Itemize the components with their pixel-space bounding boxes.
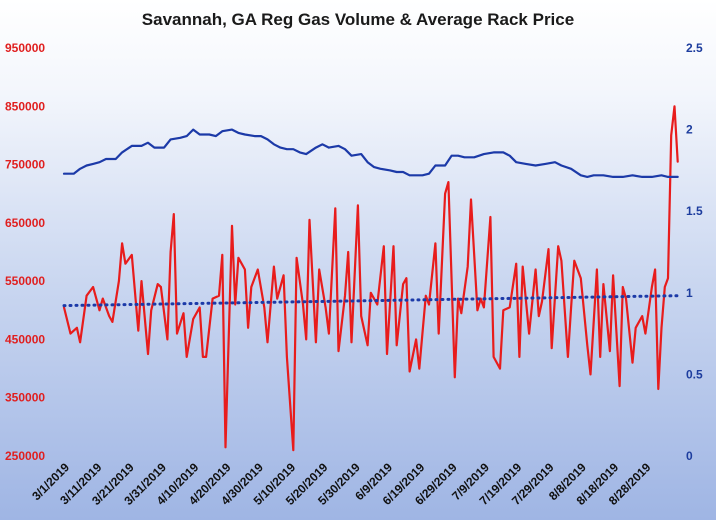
price-series-line <box>62 128 679 178</box>
y-left-tick-label: 250000 <box>5 449 45 463</box>
y-left-tick-label: 750000 <box>5 158 45 172</box>
y-left-tick-label: 450000 <box>5 332 45 346</box>
y-right-tick-label: 1 <box>686 286 693 300</box>
y-left-tick-label: 950000 <box>5 41 45 55</box>
y-right-tick-label: 2.5 <box>686 41 703 55</box>
chart-title: Savannah, GA Reg Gas Volume & Average Ra… <box>142 10 574 29</box>
y-left-tick-label: 850000 <box>5 99 45 113</box>
y-left-tick-label: 350000 <box>5 391 45 405</box>
series-layer <box>62 105 680 452</box>
y-axis-right: 2.5 2 1.5 1 0.5 0 <box>686 41 703 463</box>
y-left-tick-label: 650000 <box>5 216 45 230</box>
y-right-tick-label: 1.5 <box>686 204 703 218</box>
y-axis-left: 950000 850000 750000 650000 550000 450000 3500… <box>5 41 45 463</box>
volume-series-line <box>62 105 679 452</box>
y-right-tick-label: 2 <box>686 123 693 137</box>
y-right-tick-label: 0.5 <box>686 367 703 381</box>
trend-series-line <box>62 294 680 308</box>
y-left-tick-label: 550000 <box>5 274 45 288</box>
y-right-tick-label: 0 <box>686 449 693 463</box>
